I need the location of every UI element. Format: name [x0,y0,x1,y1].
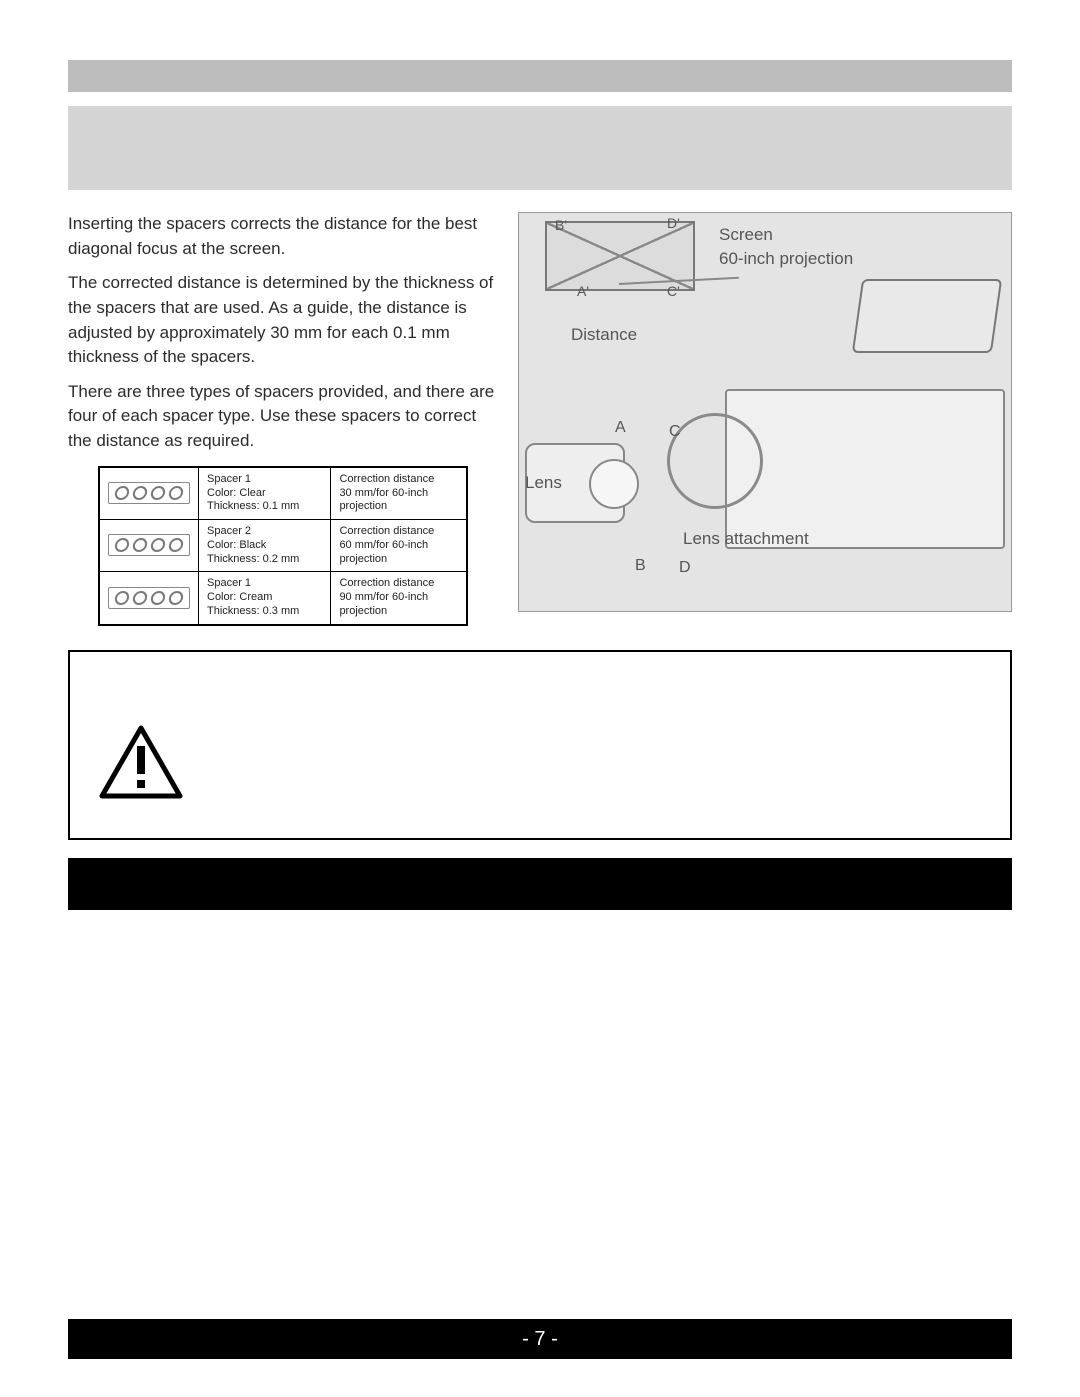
lens-label: Lens [525,473,562,493]
point-c: C [669,423,681,441]
spacer-rings-icon [99,520,199,572]
spacer-correction: Correction distance 30 mm/for 60-inch pr… [331,467,467,520]
point-c-prime: C' [667,283,680,299]
spacer-correction: Correction distance 60 mm/for 60-inch pr… [331,520,467,572]
top-bar [68,60,1012,92]
distance-label: Distance [571,325,637,345]
screen-label: Screen [719,225,773,245]
diagram: B' D' A' C' Screen 60-inch projection Di… [518,212,1012,612]
table-row: Spacer 1 Color: Clear Thickness: 0.1 mm … [99,467,467,520]
intro-paragraph-1: Inserting the spacers corrects the dista… [68,212,498,261]
lens-attachment-label: Lens attachment [683,529,809,549]
spacer-correction-text: Correction distance 30 mm/for 60-inch pr… [339,473,434,513]
page-footer: - 7 - [68,1319,1012,1359]
point-d: D [679,559,691,577]
page: Inserting the spacers corrects the dista… [0,0,1080,1397]
title-bar [68,106,1012,190]
intro-paragraph-3: There are three types of spacers provide… [68,380,498,454]
spacer-table: Spacer 1 Color: Clear Thickness: 0.1 mm … [98,466,468,626]
point-a: A [615,419,626,437]
projector-front-icon [725,389,1005,549]
spacer-spec: Spacer 2 Color: Black Thickness: 0.2 mm [199,520,331,572]
table-row: Spacer 2 Color: Black Thickness: 0.2 mm … [99,520,467,572]
left-column: Inserting the spacers corrects the dista… [68,212,498,626]
lens-attachment-ring-icon [667,413,763,509]
spacer-correction-text: Correction distance 60 mm/for 60-inch pr… [339,525,434,565]
spacer-rings-icon [99,572,199,625]
spacer-spec-text: Spacer 2 Color: Black Thickness: 0.2 mm [207,525,299,565]
page-number: - 7 - [522,1328,558,1350]
spacer-correction: Correction distance 90 mm/for 60-inch pr… [331,572,467,625]
spacer-spec-text: Spacer 1 Color: Cream Thickness: 0.3 mm [207,577,299,617]
point-a-prime: A' [577,283,589,299]
projector-body-icon [852,279,1002,353]
spacer-spec-text: Spacer 1 Color: Clear Thickness: 0.1 mm [207,473,299,513]
spacer-spec: Spacer 1 Color: Clear Thickness: 0.1 mm [199,467,331,520]
intro-paragraph-2: The corrected distance is determined by … [68,271,498,370]
section-black-bar [68,858,1012,910]
point-b-prime: B' [555,217,567,233]
table-row: Spacer 1 Color: Cream Thickness: 0.3 mm … [99,572,467,625]
spacer-rings-icon [99,467,199,520]
warning-triangle-icon [98,724,184,800]
caution-box [68,650,1012,840]
point-d-prime: D' [667,215,680,231]
point-b: B [635,557,646,575]
spacer-correction-text: Correction distance 90 mm/for 60-inch pr… [339,577,434,617]
right-column: B' D' A' C' Screen 60-inch projection Di… [518,212,1012,626]
spacer-spec: Spacer 1 Color: Cream Thickness: 0.3 mm [199,572,331,625]
content-columns: Inserting the spacers corrects the dista… [68,212,1012,626]
projection-label: 60-inch projection [719,249,853,269]
